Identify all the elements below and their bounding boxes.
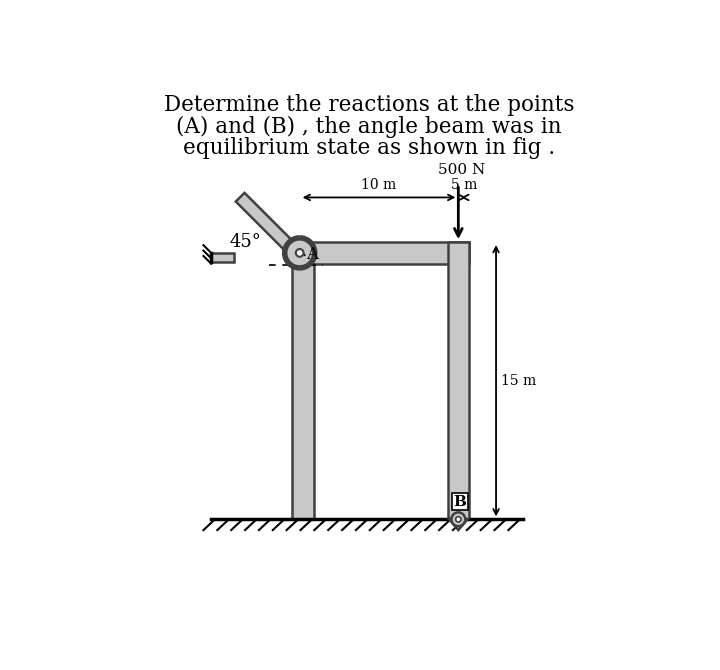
Bar bbox=[292, 264, 314, 519]
Circle shape bbox=[286, 239, 314, 267]
Circle shape bbox=[296, 249, 304, 257]
Polygon shape bbox=[236, 193, 307, 264]
Text: 10 m: 10 m bbox=[361, 178, 397, 192]
Circle shape bbox=[451, 513, 465, 526]
Text: equilibrium state as shown in fig .: equilibrium state as shown in fig . bbox=[183, 137, 555, 159]
Text: 5 m: 5 m bbox=[451, 178, 477, 192]
Bar bbox=[448, 242, 469, 519]
Bar bbox=[211, 253, 234, 262]
Bar bbox=[287, 242, 469, 264]
Text: 15 m: 15 m bbox=[500, 374, 536, 388]
Text: (A) and (B) , the angle beam was in: (A) and (B) , the angle beam was in bbox=[176, 115, 562, 137]
Text: B: B bbox=[454, 494, 467, 509]
Text: 500 N: 500 N bbox=[438, 163, 485, 177]
Polygon shape bbox=[449, 519, 467, 530]
Text: A: A bbox=[306, 246, 318, 263]
Text: Determine the reactions at the points: Determine the reactions at the points bbox=[163, 94, 575, 116]
Circle shape bbox=[456, 517, 461, 522]
Text: 45°: 45° bbox=[230, 233, 262, 251]
